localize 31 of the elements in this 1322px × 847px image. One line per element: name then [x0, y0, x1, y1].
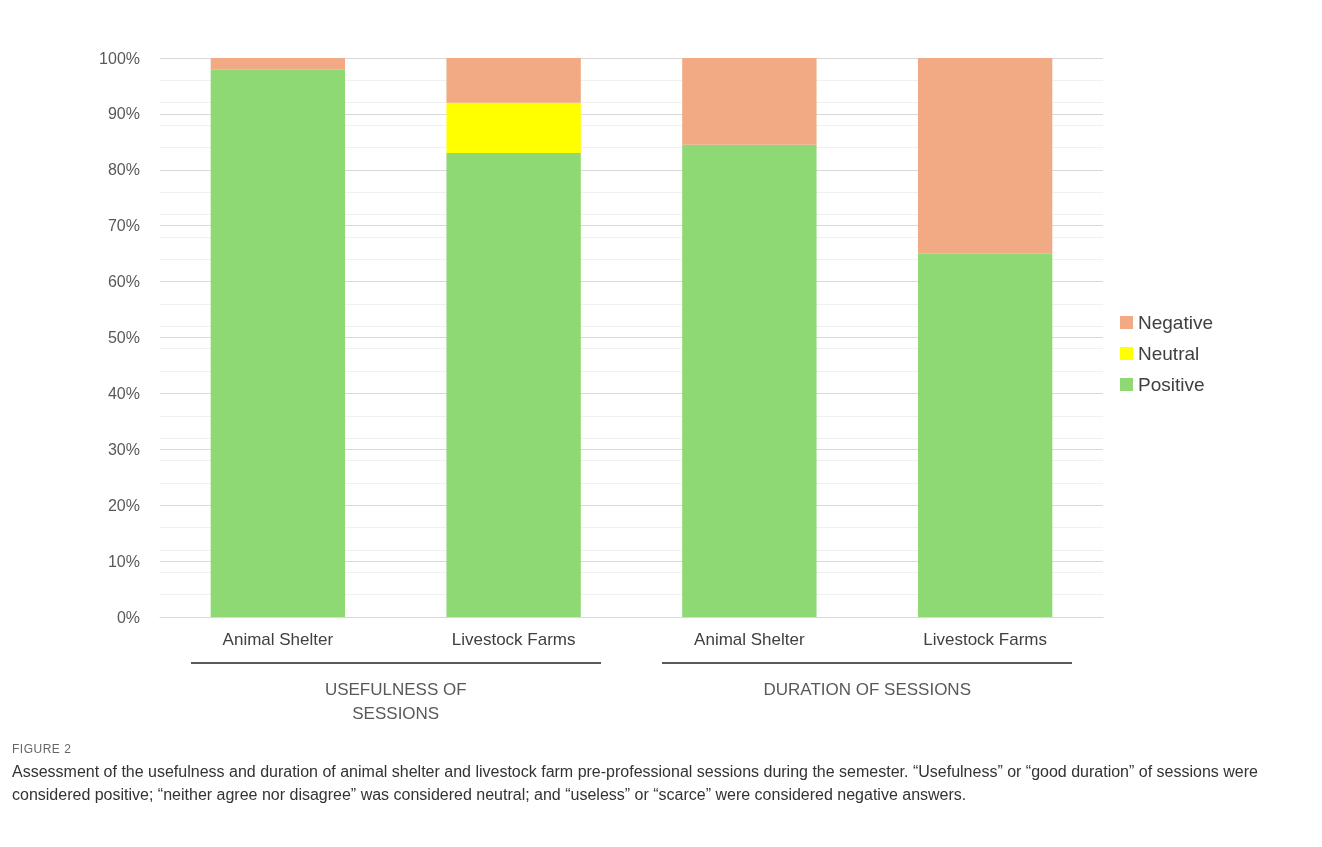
x-tick-label: Livestock Farms — [923, 630, 1047, 649]
text: DURATION OF SESSIONS — [762, 679, 972, 701]
bar — [682, 58, 817, 145]
bar — [446, 153, 581, 617]
x-tick-label: Livestock Farms — [451, 630, 576, 649]
legend-label: Positive — [1138, 374, 1205, 395]
bar — [917, 58, 1053, 254]
y-tick-label: 90% — [107, 105, 140, 123]
y-tick-label: 100% — [99, 49, 140, 67]
bar — [210, 58, 346, 70]
y-tick-label: 70% — [107, 217, 140, 235]
y-tick-label: 0% — [116, 608, 140, 626]
x-tick-label: Animal Shelter — [694, 630, 805, 649]
bar — [446, 58, 581, 103]
bar — [917, 253, 1053, 617]
bar — [446, 102, 581, 154]
y-tick-label: 20% — [107, 496, 140, 514]
bar — [210, 69, 346, 617]
y-tick-label: 30% — [107, 440, 140, 458]
y-tick-label: 80% — [107, 161, 140, 179]
y-tick-label: 50% — [107, 329, 140, 346]
text: USEFULNESS OF SESSIONS — [323, 679, 468, 725]
legend-label: Negative — [1138, 312, 1213, 333]
y-tick-label: 60% — [107, 273, 140, 291]
y-tick-label: 10% — [107, 552, 140, 570]
legend-label: Neutral — [1138, 343, 1200, 364]
y-tick-label: 40% — [107, 384, 140, 402]
text: FIGURE 2 — [12, 742, 72, 756]
text: Assessment of the usefulness and duration of animal shelter and livestock farm pre-professional sessions during the semester. “Usefulness” or “good duration” of sessions were considered positive; “neither agree nor disagree” was considered neutral; and “useless” or “scarce” were considered negative answers. — [12, 762, 1259, 805]
x-tick-label: Animal Shelter — [222, 630, 334, 649]
bar — [682, 144, 817, 617]
